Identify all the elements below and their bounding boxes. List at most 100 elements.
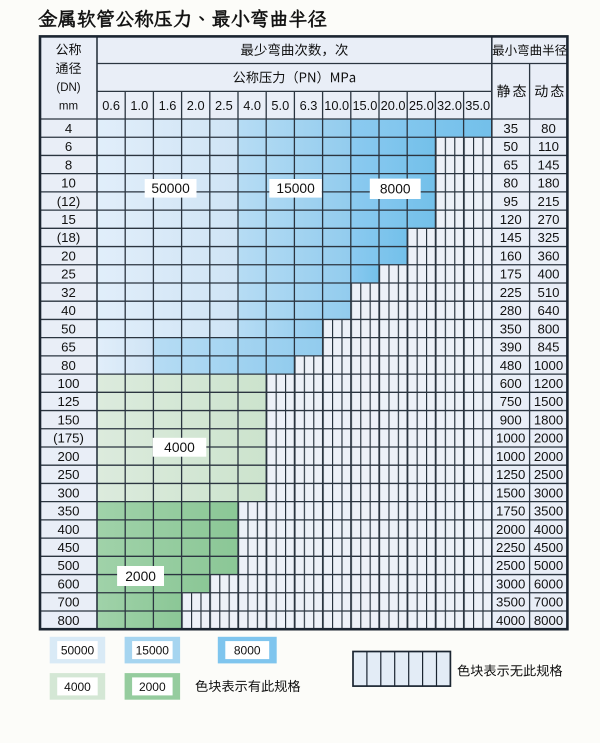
svg-text:6000: 6000 [534,576,563,591]
svg-text:2500: 2500 [534,467,563,482]
svg-text:1750: 1750 [496,504,525,519]
svg-text:5000: 5000 [534,558,563,573]
svg-text:(175): (175) [53,431,84,446]
svg-text:80: 80 [541,121,556,136]
svg-text:110: 110 [538,139,559,154]
svg-text:1200: 1200 [534,376,563,391]
svg-text:2250: 2250 [496,540,525,555]
svg-text:50: 50 [503,139,518,154]
svg-text:25: 25 [61,267,76,282]
svg-text:35.0: 35.0 [465,98,490,113]
svg-text:800: 800 [57,613,79,628]
svg-text:600: 600 [500,376,522,391]
svg-text:8000: 8000 [234,644,261,658]
svg-text:400: 400 [57,522,79,537]
svg-text:20: 20 [61,249,76,264]
svg-text:2.0: 2.0 [187,98,205,113]
svg-text:325: 325 [537,230,559,245]
svg-text:(DN): (DN) [56,82,80,94]
svg-text:4.0: 4.0 [243,98,261,113]
svg-text:400: 400 [537,267,559,282]
svg-text:15000: 15000 [136,644,170,658]
svg-text:65: 65 [61,340,76,355]
svg-text:4000: 4000 [496,613,525,628]
svg-text:300: 300 [57,485,79,500]
svg-text:350: 350 [500,321,522,336]
svg-text:25.0: 25.0 [409,98,434,113]
svg-text:225: 225 [500,285,522,300]
svg-text:450: 450 [57,540,79,555]
svg-text:145: 145 [500,230,522,245]
svg-text:640: 640 [537,303,559,318]
svg-text:50000: 50000 [61,644,95,658]
svg-text:5.0: 5.0 [271,98,289,113]
svg-text:80: 80 [61,358,76,373]
svg-text:120: 120 [500,212,522,227]
svg-text:8: 8 [65,157,72,172]
svg-text:4500: 4500 [534,540,563,555]
svg-text:390: 390 [500,340,522,355]
svg-text:10: 10 [61,176,76,191]
svg-text:250: 250 [57,467,79,482]
svg-text:(12): (12) [57,194,80,209]
svg-text:480: 480 [500,358,522,373]
svg-text:1000: 1000 [496,431,525,446]
svg-text:900: 900 [500,413,522,428]
svg-text:1000: 1000 [496,449,525,464]
svg-text:4000: 4000 [164,440,195,455]
svg-text:1.0: 1.0 [130,98,148,113]
svg-text:10.0: 10.0 [324,98,349,113]
svg-text:15000: 15000 [276,181,315,196]
svg-text:180: 180 [537,176,559,191]
svg-text:350: 350 [57,504,79,519]
svg-text:4000: 4000 [64,680,91,694]
svg-text:270: 270 [537,212,559,227]
svg-text:95: 95 [503,194,518,209]
svg-text:500: 500 [57,558,79,573]
svg-text:360: 360 [537,249,559,264]
svg-text:175: 175 [500,267,522,282]
svg-text:2000: 2000 [125,569,156,584]
svg-text:160: 160 [500,249,522,264]
svg-text:6: 6 [65,139,72,154]
svg-text:0.6: 0.6 [102,98,120,113]
svg-text:2000: 2000 [534,431,563,446]
svg-text:750: 750 [500,394,522,409]
svg-text:(18): (18) [57,230,80,245]
svg-text:50: 50 [61,321,76,336]
svg-text:50000: 50000 [151,181,190,196]
svg-text:32.0: 32.0 [437,98,462,113]
svg-text:4000: 4000 [534,522,563,537]
svg-text:35: 35 [503,121,518,136]
svg-text:3500: 3500 [534,504,563,519]
svg-text:mm: mm [59,101,78,113]
svg-text:200: 200 [57,449,79,464]
svg-text:215: 215 [537,194,559,209]
svg-text:8000: 8000 [534,613,563,628]
svg-text:845: 845 [537,340,559,355]
svg-text:15: 15 [61,212,76,227]
svg-text:3500: 3500 [496,595,525,610]
svg-text:8000: 8000 [380,182,411,197]
svg-text:145: 145 [537,157,559,172]
svg-text:510: 510 [537,285,559,300]
svg-text:2000: 2000 [534,449,563,464]
svg-text:1000: 1000 [534,358,563,373]
svg-text:32: 32 [61,285,76,300]
svg-text:3000: 3000 [534,485,563,500]
svg-text:1500: 1500 [496,485,525,500]
svg-text:280: 280 [500,303,522,318]
svg-text:1.6: 1.6 [159,98,177,113]
svg-text:20.0: 20.0 [381,98,406,113]
svg-text:150: 150 [57,413,79,428]
svg-text:2500: 2500 [496,558,525,573]
svg-text:1250: 1250 [496,467,525,482]
svg-text:100: 100 [57,376,79,391]
svg-text:7000: 7000 [534,595,563,610]
svg-text:80: 80 [503,176,518,191]
svg-text:2000: 2000 [139,680,166,694]
svg-text:600: 600 [57,576,79,591]
svg-text:700: 700 [57,595,79,610]
svg-text:65: 65 [503,157,518,172]
svg-text:1500: 1500 [534,394,563,409]
